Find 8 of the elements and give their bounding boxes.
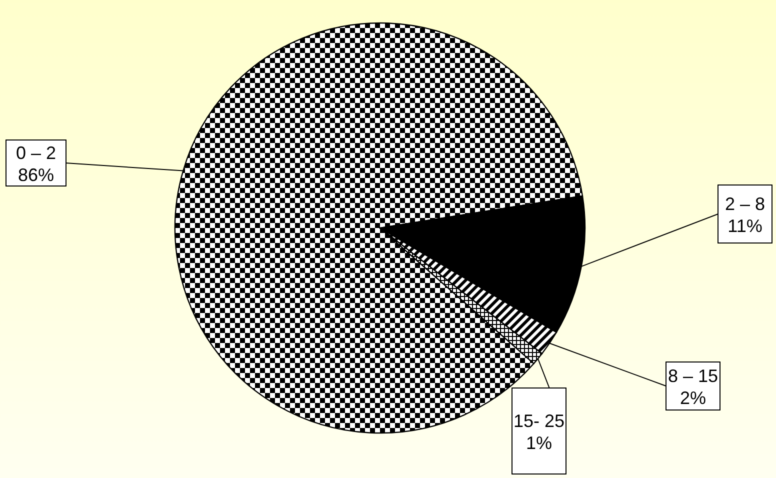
data-label: 1% bbox=[526, 433, 552, 453]
slice-label: 8 – 15 bbox=[668, 366, 718, 386]
data-label: 86% bbox=[18, 165, 54, 185]
data-label: 11% bbox=[728, 216, 762, 236]
data-label: 2% bbox=[680, 388, 706, 408]
slice-label: 0 – 2 bbox=[16, 143, 56, 163]
slice-label: 2 – 8 bbox=[724, 194, 766, 214]
slice-label: 15- 25 bbox=[513, 411, 565, 431]
